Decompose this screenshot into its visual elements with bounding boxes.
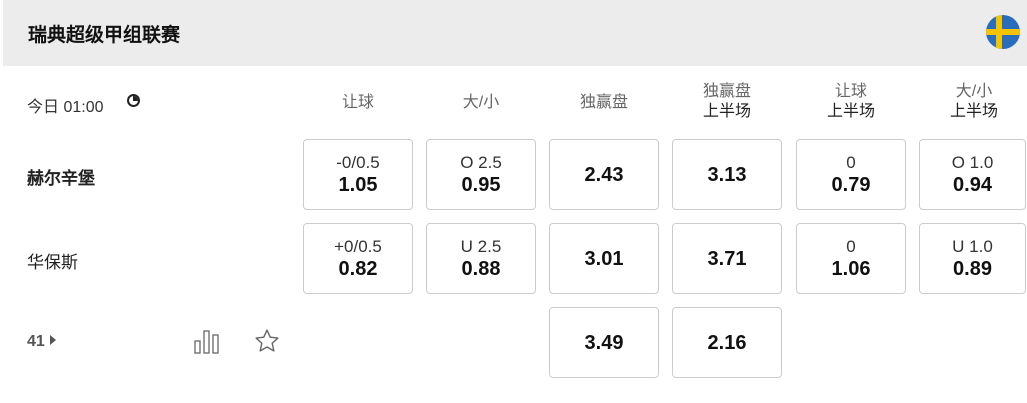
- odds-button[interactable]: 2.16: [672, 307, 782, 378]
- odds-button[interactable]: 3.49: [549, 307, 659, 378]
- column-header-top: 独赢盘: [702, 83, 751, 100]
- odds-value: 1.06: [831, 257, 871, 280]
- caret-right-icon: [49, 335, 56, 345]
- more-count: 41: [27, 333, 45, 350]
- odds-value: 3.71: [707, 247, 747, 270]
- sweden-flag-icon: [986, 15, 1020, 49]
- odds-value: 0.89: [953, 257, 992, 280]
- odds-button[interactable]: 3.01: [549, 223, 659, 294]
- column-header: 独赢盘: [549, 93, 659, 113]
- odds-line: U 1.0: [952, 236, 993, 256]
- column-header: 让球: [303, 93, 413, 113]
- odds-value: 0.82: [338, 257, 378, 280]
- match-time: 今日 01:00: [27, 99, 104, 116]
- column-header-top: 让球: [834, 83, 867, 100]
- statistics-icon[interactable]: [194, 330, 220, 354]
- away-team: 华保斯: [27, 253, 78, 272]
- more-markets-link[interactable]: 41: [27, 333, 56, 351]
- odds-line: 0: [846, 152, 856, 172]
- odds-value: 0.94: [953, 173, 992, 196]
- odds-line: +0/0.5: [334, 236, 382, 256]
- odds-value: 3.49: [584, 331, 624, 354]
- odds-value: 3.13: [707, 163, 747, 186]
- odds-button[interactable]: 2.43: [549, 139, 659, 210]
- odds-line: 0: [846, 236, 856, 256]
- odds-button[interactable]: 3.71: [672, 223, 782, 294]
- odds-value: 1.05: [338, 173, 378, 196]
- column-header: 独赢盘 上半场: [672, 82, 782, 122]
- odds-value: 0.95: [461, 173, 501, 196]
- odds-button[interactable]: 3.13: [672, 139, 782, 210]
- odds-button[interactable]: -0/0.5 1.05: [303, 139, 413, 210]
- column-header: 大/小上半场: [919, 82, 1027, 122]
- column-header: 让球 上半场: [796, 82, 906, 122]
- odds-value: 2.16: [707, 331, 747, 354]
- odds-value: 2.43: [584, 163, 624, 186]
- column-header-sub: 上半场: [702, 103, 751, 120]
- odds-button[interactable]: 0 0.79: [796, 139, 906, 210]
- odds-button[interactable]: +0/0.5 0.82: [303, 223, 413, 294]
- odds-value: 3.01: [584, 247, 624, 270]
- favorite-star-icon[interactable]: [254, 328, 280, 354]
- column-header-label: 让球: [341, 94, 374, 111]
- odds-button[interactable]: U 1.0 0.89: [919, 223, 1026, 294]
- odds-line: O 1.0: [951, 152, 994, 172]
- clock-icon: [127, 94, 140, 107]
- column-header-sub: 上半场: [826, 103, 875, 120]
- odds-button[interactable]: 0 1.06: [796, 223, 906, 294]
- column-header-label: 大/小: [462, 94, 500, 111]
- home-team: 赫尔辛堡: [27, 169, 95, 188]
- league-header: 瑞典超级甲组联赛: [3, 0, 1027, 66]
- league-title: 瑞典超级甲组联赛: [28, 25, 181, 46]
- odds-line: -0/0.5: [336, 152, 380, 172]
- odds-line: O 2.5: [460, 152, 502, 172]
- column-header: 大/小: [426, 93, 536, 113]
- odds-line: U 2.5: [460, 236, 502, 256]
- odds-button[interactable]: O 1.0 0.94: [919, 139, 1026, 210]
- odds-value: 0.79: [831, 173, 871, 196]
- column-header-sub: 上半场: [949, 103, 998, 120]
- odds-button[interactable]: U 2.5 0.88: [426, 223, 536, 294]
- column-header-top: 大/小: [955, 83, 993, 100]
- odds-button[interactable]: O 2.5 0.95: [426, 139, 536, 210]
- odds-value: 0.88: [461, 257, 501, 280]
- column-header-label: 独赢盘: [579, 94, 628, 111]
